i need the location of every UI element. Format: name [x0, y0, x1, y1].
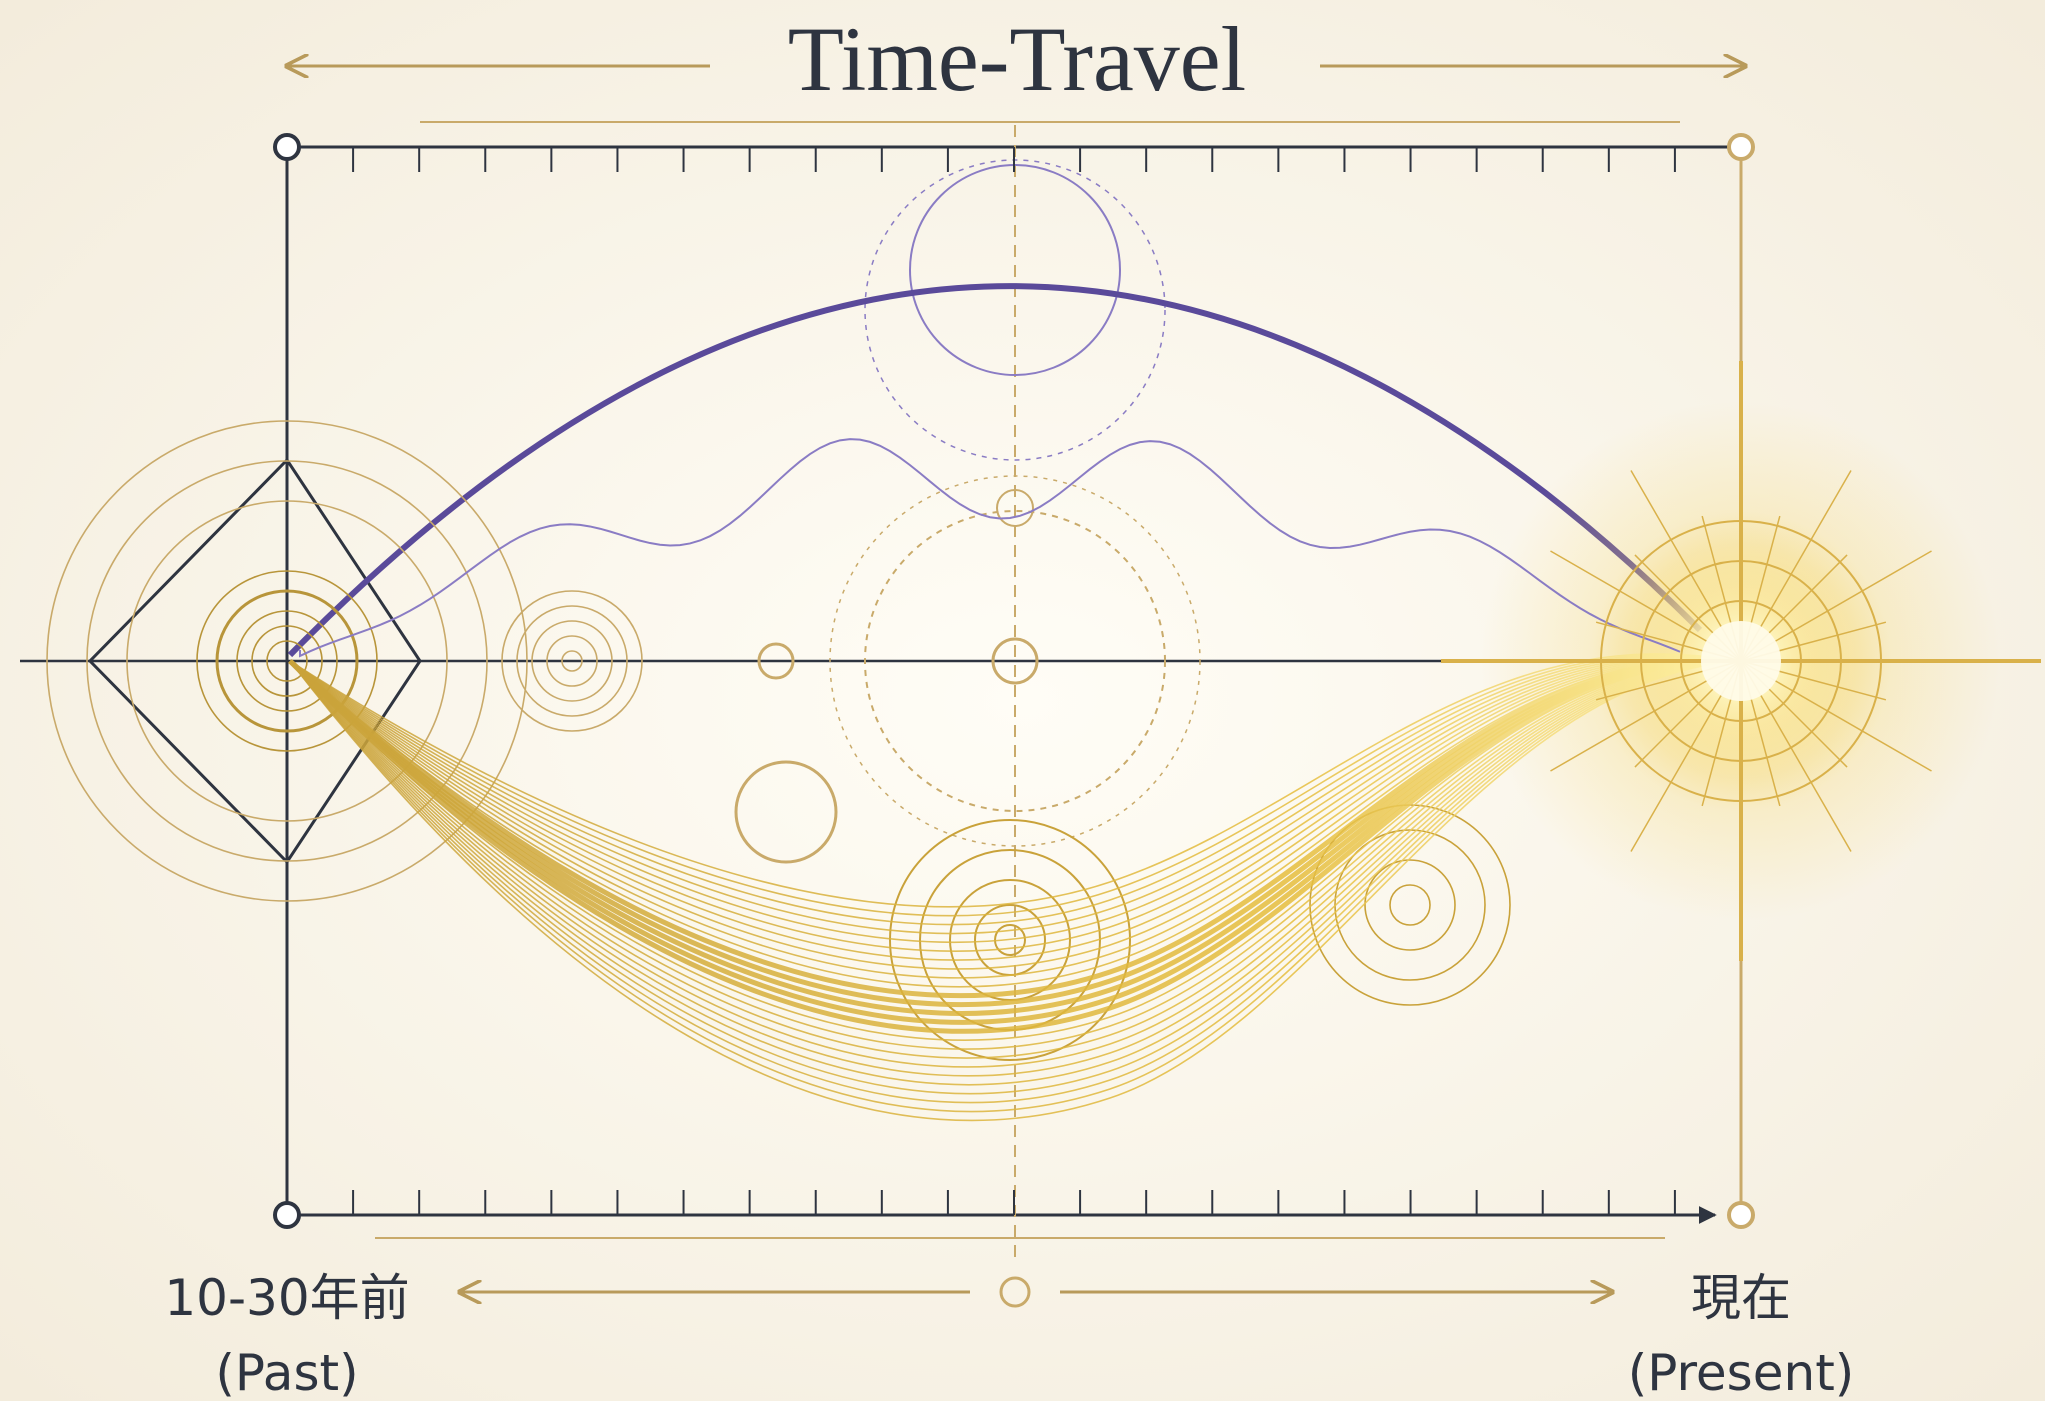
- ring: [889, 819, 1131, 1061]
- marker-circle: [999, 1276, 1031, 1308]
- ring: [266, 640, 308, 682]
- past-sublabel: (Past): [215, 1344, 358, 1401]
- diamond: [87, 457, 422, 865]
- ring: [236, 610, 338, 712]
- gold-strand: [289, 660, 1736, 1086]
- ring: [1680, 600, 1802, 722]
- decoration: [20, 66, 2041, 1308]
- gold-strand: [289, 657, 1736, 952]
- gold-strand: [289, 660, 1736, 1104]
- ring: [86, 460, 488, 862]
- ring: [126, 500, 448, 822]
- purple-wave: [299, 438, 1681, 658]
- ring: [546, 635, 598, 687]
- ring: [251, 625, 323, 697]
- gold-strand: [289, 660, 1736, 1077]
- gold-strand: [289, 656, 1736, 944]
- gold-strand: [289, 660, 1736, 1095]
- corner: [1727, 133, 1755, 161]
- gold-strand: [288, 658, 1736, 1008]
- gold-strand: [288, 658, 1736, 1016]
- ring: [46, 420, 528, 902]
- ring: [561, 650, 583, 672]
- ring: [516, 605, 628, 717]
- gold-strand: [289, 655, 1736, 935]
- gold-strand: [289, 655, 1736, 926]
- past-label: 10-30年前: [164, 1269, 409, 1327]
- ring: [215, 589, 359, 733]
- ring: [1389, 884, 1431, 926]
- core: [1701, 621, 1781, 701]
- gold-strand: [289, 660, 1736, 1068]
- gold-strand: [289, 658, 1736, 970]
- ring: [734, 760, 838, 864]
- gold-strand: [288, 658, 1736, 1034]
- purple-arc: [287, 283, 1703, 658]
- gold-strand: [289, 654, 1736, 917]
- gold-strand: [289, 659, 1736, 988]
- gold-strand: [289, 660, 1736, 1122]
- gold-strand: [289, 660, 1736, 1050]
- ring: [1600, 520, 1882, 802]
- gold-strand: [288, 658, 1736, 1025]
- ring: [991, 637, 1039, 685]
- gold-strand: [289, 660, 1736, 1041]
- gold-strand: [289, 658, 1736, 979]
- ring: [196, 570, 378, 752]
- ring: [501, 590, 643, 732]
- corner: [273, 1201, 301, 1229]
- gold-strand: [289, 653, 1736, 908]
- ring: [1364, 859, 1456, 951]
- title: Time-Travel: [788, 8, 1246, 110]
- ring: [1640, 560, 1842, 762]
- corner: [1727, 1201, 1755, 1229]
- ring: [994, 924, 1026, 956]
- gold-strand: [288, 657, 1736, 999]
- present-label: 現在: [1691, 1269, 1791, 1327]
- ring: [864, 510, 1166, 812]
- gold-strand: [289, 660, 1736, 1113]
- ring: [757, 642, 795, 680]
- ring: [531, 620, 613, 702]
- ring: [996, 489, 1034, 527]
- present-sublabel: (Present): [1628, 1344, 1855, 1401]
- corner: [273, 133, 301, 161]
- ring: [829, 475, 1201, 847]
- gold-strand: [289, 660, 1736, 1059]
- gold-strand: [289, 657, 1736, 961]
